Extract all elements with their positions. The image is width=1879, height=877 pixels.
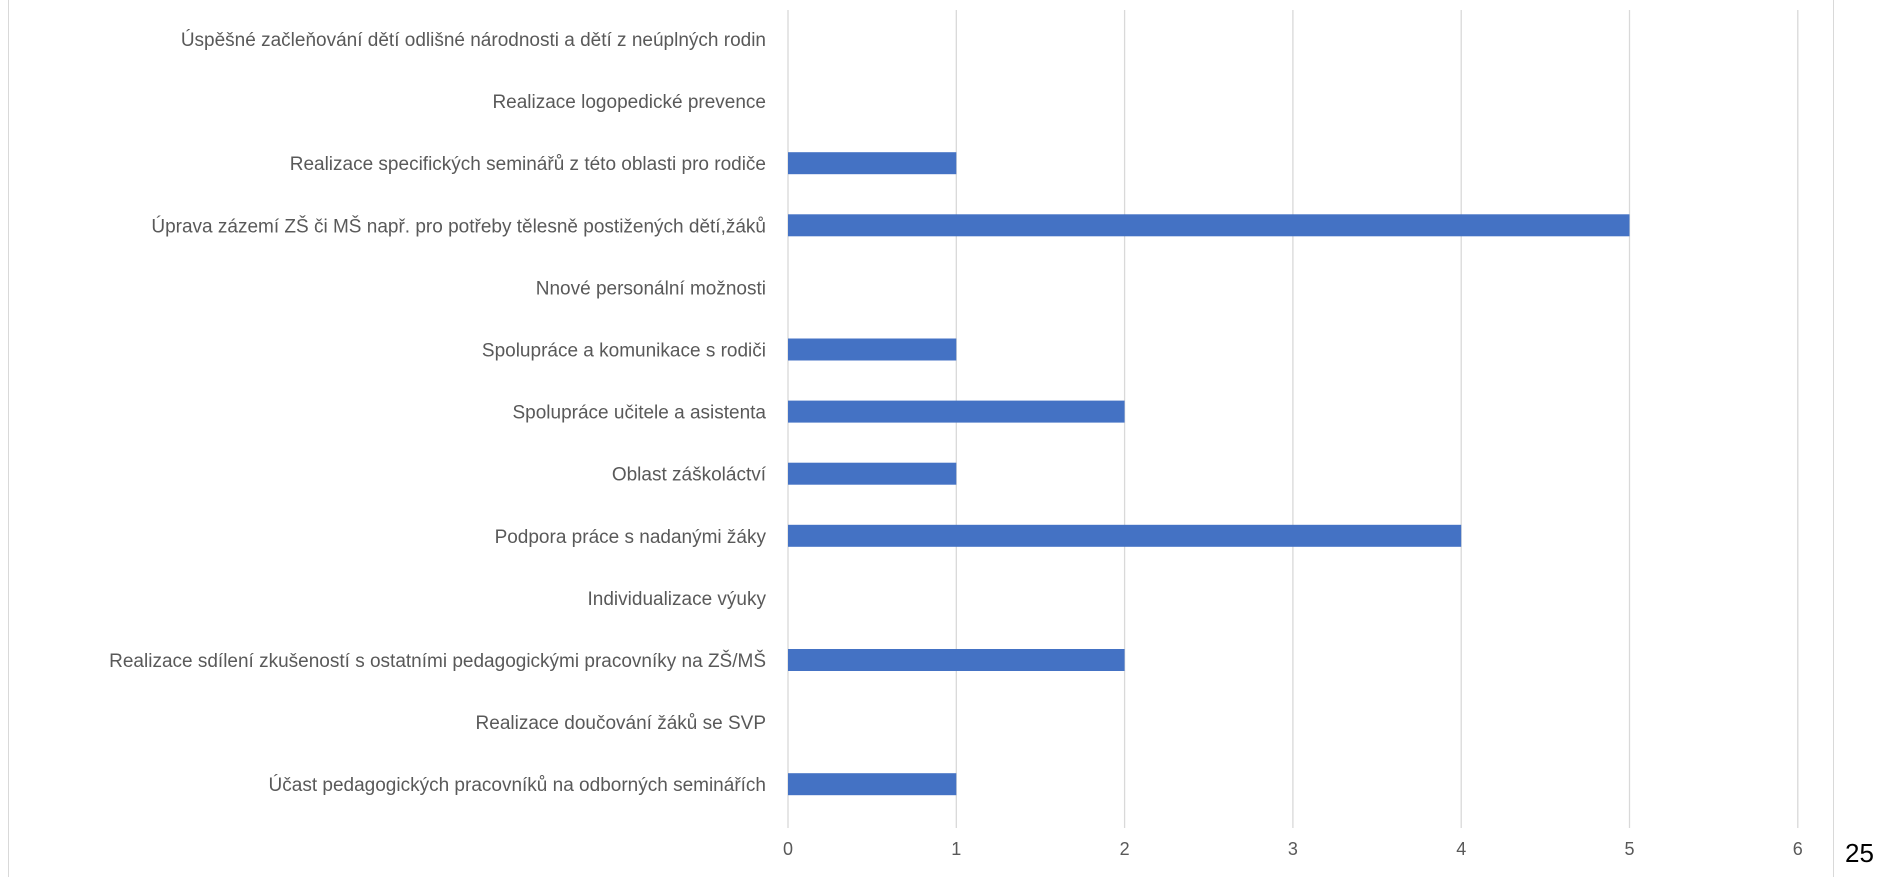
bar (788, 524, 1462, 547)
category-label: Realizace specifických seminářů z této o… (290, 154, 766, 175)
bar (788, 400, 1125, 423)
category-label: Úspěšné začleňování dětí odlišné národno… (181, 29, 766, 51)
chart-frame (8, 0, 1834, 877)
bar (788, 152, 957, 175)
page-number: 25 (1845, 838, 1874, 868)
category-label: Podpora práce s nadanými žáky (495, 527, 767, 548)
x-tick-label: 0 (783, 839, 793, 859)
bar (788, 649, 1125, 671)
x-tick-label: 3 (1288, 839, 1298, 859)
x-tick-label: 2 (1120, 839, 1130, 859)
x-tick-label: 4 (1456, 839, 1466, 859)
category-label: Spolupráce učitele a asistenta (513, 403, 767, 424)
bar (788, 773, 957, 796)
category-label: Účast pedagogických pracovníků na odborn… (269, 774, 766, 796)
x-axis-tick-labels: 0 1 2 3 4 5 6 (783, 839, 1803, 859)
category-labels: Úspěšné začleňování dětí odlišné národno… (109, 29, 767, 796)
category-label: Realizace logopedické prevence (492, 92, 766, 113)
category-label: Individualizace výuky (588, 589, 767, 610)
category-label: Spolupráce a komunikace s rodiči (482, 341, 766, 362)
category-label: Realizace sdílení zkušeností s ostatními… (109, 650, 766, 672)
x-tick-label: 6 (1793, 839, 1803, 859)
x-tick-label: 5 (1624, 839, 1634, 859)
bar (788, 338, 957, 361)
category-label: Realizace doučování žáků se SVP (476, 713, 766, 734)
bar (788, 214, 1630, 237)
category-label: Oblast záškoláctví (612, 465, 767, 486)
category-label: Úprava zázemí ZŠ či MŠ např. pro potřeby… (151, 215, 766, 237)
category-label: Nnové personální možnosti (536, 278, 766, 299)
x-tick-label: 1 (951, 839, 961, 859)
bar (788, 462, 957, 485)
bars (788, 152, 1630, 796)
